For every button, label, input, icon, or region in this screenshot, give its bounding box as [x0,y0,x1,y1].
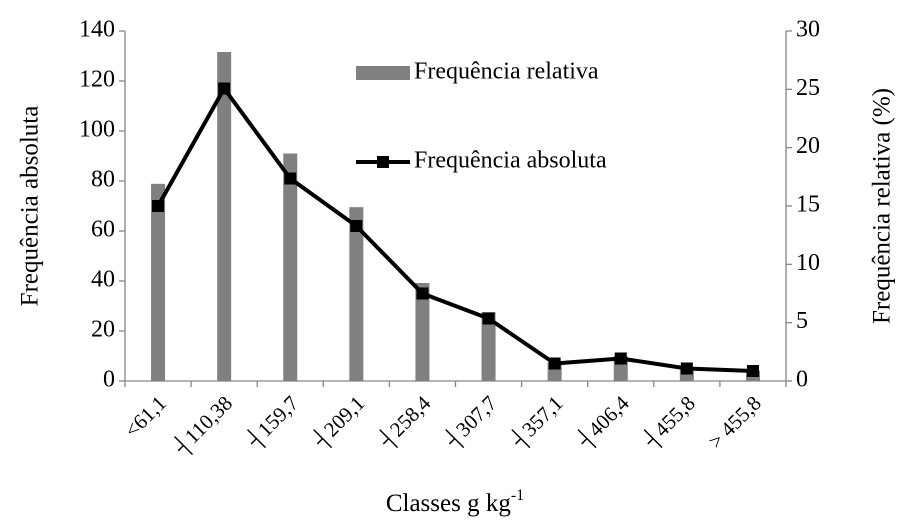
bar [481,312,496,381]
line-marker [680,362,693,375]
y2-tick-label: 20 [796,133,820,159]
line-marker [218,82,231,95]
y2-tick-label: 15 [796,192,820,218]
x-axis-label: Classes g kg-1 [386,487,524,517]
line-marker [152,200,165,212]
y2-tick-label: 30 [796,17,820,43]
line-marker [746,365,759,377]
y2-tick-label: 25 [796,75,820,101]
bar [415,283,430,381]
legend-label: Frequência relativa [414,59,599,85]
x-tick-label: ┤258,4 [373,390,437,454]
y-tick-label: 60 [91,217,115,243]
y-axis-label: Frequência absoluta [17,106,44,307]
x-axis-label-main: Classes g kg [386,490,512,517]
legend-label: Frequência absoluta [414,148,607,174]
y2-axis-label: Frequência relativa (%) [869,88,896,324]
x-tick-label: <61,1 [120,391,171,442]
line-marker [548,357,561,370]
bar [349,207,364,381]
y2-tick-label: 10 [796,250,820,276]
bar [217,52,232,381]
line [156,86,754,373]
line-marker [482,312,495,325]
x-tick-label: ┤406,4 [571,390,635,454]
line-marker [284,172,297,185]
y-tick-label: 140 [79,17,115,43]
line-marker [416,287,429,300]
x-tick-label: > 455,8 [703,391,765,453]
legend-swatch [356,66,410,80]
line-marker [614,352,627,365]
x-tick-label: ┤159,7 [241,390,305,454]
x-tick-label: ┤209,1 [307,390,371,454]
y-tick-label: 80 [91,167,115,193]
y-tick-label: 20 [91,317,115,343]
y2-tick-label: 0 [796,367,808,393]
y-tick-label: 120 [79,67,115,93]
x-tick-label: ┤307,7 [439,390,503,454]
legend-marker [377,156,389,168]
x-tick-label: ┤455,8 [637,390,701,454]
y-tick-label: 0 [103,367,115,393]
bar [283,153,298,381]
bar [151,183,166,381]
y-tick-label: 100 [79,117,115,143]
y2-tick-label: 5 [796,308,808,334]
x-tick-label: ┤110,38 [168,390,239,461]
line-marker [350,220,363,232]
x-axis-label-sup: -1 [511,487,524,504]
x-tick-label: ┤357,1 [505,390,569,454]
y-tick-label: 40 [91,267,115,293]
